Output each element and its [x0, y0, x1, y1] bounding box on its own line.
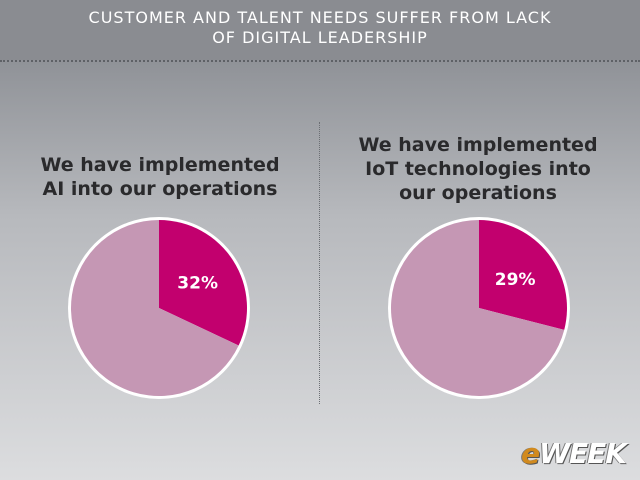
title-line-2: OF DIGITAL LEADERSHIP	[212, 28, 428, 47]
page-title: CUSTOMER AND TALENT NEEDS SUFFER FROM LA…	[20, 8, 620, 48]
chart-title-ai-line-1: We have implemented	[40, 154, 280, 176]
chart-title-iot-line-3: our operations	[399, 182, 557, 204]
pie-slice-highlight	[159, 220, 248, 346]
chart-title-iot: We have implemented IoT technologies int…	[338, 133, 618, 205]
header-band	[0, 0, 640, 60]
pie-chart-iot: 29%	[388, 217, 570, 399]
pie-value-label: 32%	[177, 273, 218, 293]
chart-title-ai: We have implemented AI into our operatio…	[20, 153, 300, 201]
logo-rest: WEEK	[539, 437, 627, 470]
pie-slice-highlight	[479, 220, 567, 330]
title-line-1: CUSTOMER AND TALENT NEEDS SUFFER FROM LA…	[88, 8, 552, 27]
header-divider	[0, 60, 640, 62]
chart-title-iot-line-2: IoT technologies into	[365, 158, 591, 180]
panel-divider	[319, 122, 320, 404]
pie-slice-rest	[391, 220, 565, 396]
pie-value-label: 29%	[495, 270, 536, 290]
pie-slice-rest	[71, 220, 239, 396]
eweek-logo: eWEEK	[521, 437, 627, 470]
pie-chart-ai: 32%	[68, 217, 250, 399]
chart-title-ai-line-2: AI into our operations	[42, 178, 278, 200]
chart-title-iot-line-1: We have implemented	[358, 134, 598, 156]
logo-prefix: e	[521, 437, 540, 470]
